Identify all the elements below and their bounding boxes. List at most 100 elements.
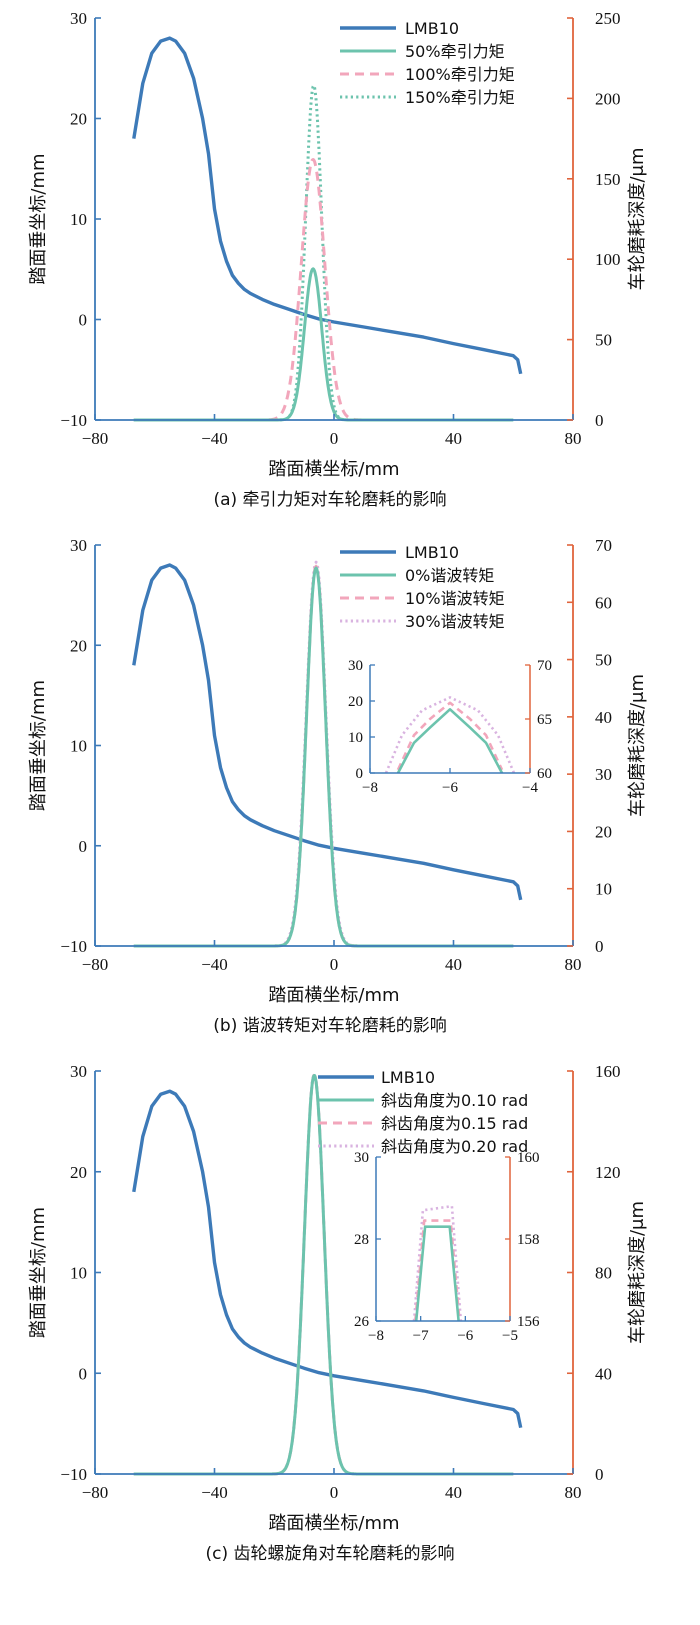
inset-y2-tick-label: 158 — [517, 1232, 540, 1248]
y2-axis-label: 车轮磨耗深度/μm — [627, 1201, 648, 1344]
y2-tick-label: 160 — [595, 1062, 621, 1081]
y-tick-label: 30 — [70, 9, 87, 28]
x-tick-label: 0 — [330, 1483, 339, 1502]
x-tick-label: 40 — [445, 429, 462, 448]
inset-x-tick-label: −6 — [442, 780, 458, 796]
y2-tick-label: 70 — [595, 536, 612, 555]
inset-x-tick-label: −8 — [368, 1328, 384, 1344]
inset-y-tick-label: 30 — [348, 658, 363, 674]
y2-tick-label: 30 — [595, 765, 612, 784]
inset-series-line — [412, 1204, 463, 1322]
inset-y-tick-label: 20 — [348, 694, 363, 710]
y2-axis-label: 车轮磨耗深度/μm — [627, 674, 648, 817]
legend-label: 50%牵引力矩 — [405, 42, 505, 61]
legend-label: 斜齿角度为0.10 rad — [381, 1091, 528, 1110]
legend-label: 0%谐波转矩 — [405, 566, 494, 585]
y2-tick-label: 40 — [595, 1364, 612, 1383]
x-tick-label: 80 — [565, 429, 582, 448]
y2-tick-label: 80 — [595, 1264, 612, 1283]
x-tick-label: 0 — [330, 955, 339, 974]
profile-line-lmb10 — [132, 36, 523, 375]
legend: LMB10 50%牵引力矩 100%牵引力矩 150%牵引力矩 — [340, 19, 515, 107]
y-axis-label: 踏面垂坐标/mm — [28, 680, 49, 811]
inset-x-tick-label: −8 — [362, 780, 378, 796]
legend-label-profile: LMB10 — [405, 543, 459, 562]
x-axis-label: 踏面横坐标/mm — [268, 985, 399, 1006]
inset-y-tick-label: 0 — [356, 766, 364, 782]
y-tick-label: 10 — [70, 210, 87, 229]
y-tick-label: 0 — [79, 837, 88, 856]
legend-label: 30%谐波转矩 — [405, 612, 505, 631]
x-axis-label: 踏面横坐标/mm — [268, 1513, 399, 1534]
legend-label-profile: LMB10 — [405, 19, 459, 38]
inset-y2-tick-label: 156 — [517, 1314, 540, 1330]
x-tick-label: −80 — [82, 429, 109, 448]
inset-series-line — [384, 696, 516, 774]
inset-background — [376, 1157, 510, 1321]
y-tick-label: 0 — [79, 1364, 88, 1383]
legend-label: 斜齿角度为0.15 rad — [381, 1114, 528, 1133]
legend-label: 150%牵引力矩 — [405, 88, 515, 107]
x-tick-label: −40 — [201, 1483, 228, 1502]
x-tick-label: 80 — [565, 1483, 582, 1502]
x-tick-label: −40 — [201, 429, 228, 448]
y2-tick-label: 0 — [595, 1465, 604, 1484]
y-tick-label: 20 — [70, 110, 87, 129]
y2-tick-label: 0 — [595, 411, 604, 430]
wear-series-line — [133, 158, 514, 422]
y2-tick-label: 20 — [595, 822, 612, 841]
profile-line-lmb10 — [132, 1089, 523, 1429]
x-tick-label: −40 — [201, 955, 228, 974]
y-tick-label: 10 — [70, 1264, 87, 1283]
panel-caption: (c) 齿轮螺旋角对车轮磨耗的影响 — [205, 1544, 454, 1564]
legend: LMB10 斜齿角度为0.10 rad 斜齿角度为0.15 rad 斜齿角度为0.20… — [318, 1068, 528, 1156]
legend-label-profile: LMB10 — [381, 1068, 435, 1087]
x-axis-label: 踏面横坐标/mm — [268, 459, 399, 480]
inset-y-tick-label: 10 — [348, 730, 363, 746]
y-tick-label: 30 — [70, 1062, 87, 1081]
inset-y2-tick-label: 65 — [537, 712, 552, 728]
chart-panel-a: −80 −40 0 40 80 −10 0 10 20 30 0 50 100 150 200 250 踏面横坐… — [28, 9, 648, 510]
y2-tick-label: 10 — [595, 880, 612, 899]
inset-chart: −8 −6 −4 0 10 20 30 60 65 70 — [348, 658, 552, 796]
chart-panel-c: −80 −40 0 40 80 −10 0 10 20 30 0 40 80 120 160 踏面横坐标/mm… — [28, 1062, 648, 1564]
legend-label: 100%牵引力矩 — [405, 65, 515, 84]
y-tick-label: 0 — [79, 311, 88, 330]
y2-tick-label: 50 — [595, 651, 612, 670]
chart-panel-b: −80 −40 0 40 80−100102030010203040506070踏面横坐… — [28, 536, 648, 1036]
x-tick-label: −80 — [82, 1483, 109, 1502]
inset-y2-tick-label: 160 — [517, 1150, 540, 1166]
y2-tick-label: 200 — [595, 89, 621, 108]
y2-tick-label: 120 — [595, 1163, 621, 1182]
inset-series-line — [396, 701, 504, 771]
inset-background — [370, 665, 530, 773]
inset-series-line — [396, 708, 504, 774]
y-tick-label: −10 — [60, 1465, 87, 1484]
y-tick-label: 20 — [70, 636, 87, 655]
y-tick-label: −10 — [60, 411, 87, 430]
inset-y-tick-label: 26 — [354, 1314, 370, 1330]
legend-label: 斜齿角度为0.20 rad — [381, 1137, 528, 1156]
inset-x-tick-label: −5 — [502, 1328, 518, 1344]
inset-x-tick-label: −7 — [413, 1328, 429, 1344]
inset-x-tick-label: −4 — [522, 780, 538, 796]
inset-y2-tick-label: 60 — [537, 766, 552, 782]
x-tick-label: 0 — [330, 429, 339, 448]
legend-label: 10%谐波转矩 — [405, 589, 505, 608]
x-tick-label: −80 — [82, 955, 109, 974]
y2-tick-label: 40 — [595, 708, 612, 727]
inset-x-tick-label: −6 — [457, 1328, 473, 1344]
panel-caption: (b) 谐波转矩对车轮磨耗的影响 — [213, 1016, 446, 1036]
inset-chart: −8 −7 −6 −5 26 28 30 156 158 160 — [354, 1150, 540, 1344]
x-tick-label: 40 — [445, 1483, 462, 1502]
y-tick-label: −10 — [60, 937, 87, 956]
y2-tick-label: 150 — [595, 170, 621, 189]
y2-tick-label: 0 — [595, 937, 604, 956]
y-tick-label: 20 — [70, 1163, 87, 1182]
inset-y2-tick-label: 70 — [537, 658, 552, 674]
y-axis-label: 踏面垂坐标/mm — [28, 1207, 49, 1338]
x-tick-label: 40 — [445, 955, 462, 974]
inset-y-tick-label: 30 — [354, 1150, 369, 1166]
y2-axis-label: 车轮磨耗深度/μm — [627, 147, 648, 290]
